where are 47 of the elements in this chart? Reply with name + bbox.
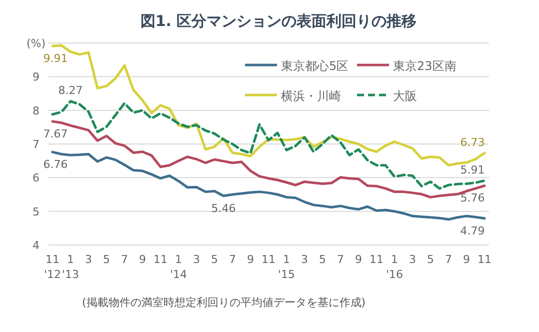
x-tick-label: 7: [121, 253, 128, 266]
data-label: 9.91: [43, 52, 68, 66]
data-label: 4.79: [460, 224, 485, 238]
y-tick-label: (%): [26, 37, 46, 50]
data-label: 6.73: [460, 136, 485, 150]
legend-label: 東京23区南: [393, 59, 456, 73]
x-tick-label: 11: [478, 253, 492, 266]
x-tick-label: 5: [211, 253, 218, 266]
x-tick-label: 1 '16: [386, 253, 404, 281]
x-tick-label: 1 '14: [170, 253, 188, 281]
x-tick-label: 5: [103, 253, 110, 266]
data-label: 5.76: [460, 192, 485, 205]
x-tick-label: 3: [301, 253, 308, 266]
data-label: 7.67: [43, 127, 68, 140]
legend-label: 大阪: [393, 89, 417, 103]
x-tick-label: 9: [355, 253, 362, 266]
y-tick-label: 6: [32, 172, 40, 185]
y-tick-label: 5: [32, 205, 40, 218]
x-tick-label: 7: [229, 253, 236, 266]
text: (掲載物件の満室時想定利回りの平均値データを基に作成): [82, 296, 366, 309]
x-tick-label: 5: [427, 253, 434, 266]
chart-title: 図1. 区分マンションの表面利回りの推移: [140, 12, 417, 30]
x-tick-label: 11 '12: [44, 253, 62, 281]
x-tick-label: 1 '13: [62, 253, 80, 281]
x-tick-label: 3: [193, 253, 200, 266]
x-tick-label: 1 '15: [278, 253, 296, 281]
y-tick-label: 4: [32, 239, 40, 252]
x-tick-label: 9: [139, 253, 146, 266]
legend-label: 横浜・川崎: [281, 89, 341, 103]
x-tick-label: 3: [85, 253, 92, 266]
x-tick-label: 9: [247, 253, 254, 266]
legend-label: 東京都心5区: [281, 59, 349, 73]
x-tick-label: 11: [262, 253, 276, 266]
data-label: 5.46: [211, 202, 236, 215]
x-tick-label: 5: [319, 253, 326, 266]
x-tick-label: 11: [370, 253, 384, 266]
data-label: 5.91: [460, 164, 485, 177]
x-tick-label: 9: [463, 253, 470, 266]
data-label: 8.27: [58, 84, 83, 98]
x-tick-label: 11: [154, 253, 168, 266]
data-label: 6.76: [43, 158, 68, 172]
x-tick-label: 3: [409, 253, 416, 266]
x-tick-label: 7: [445, 253, 452, 266]
y-tick-label: 8: [32, 104, 40, 118]
x-tick-label: 7: [337, 253, 344, 266]
y-tick-label: 7: [32, 138, 40, 151]
y-tick-label: 9: [32, 70, 40, 84]
